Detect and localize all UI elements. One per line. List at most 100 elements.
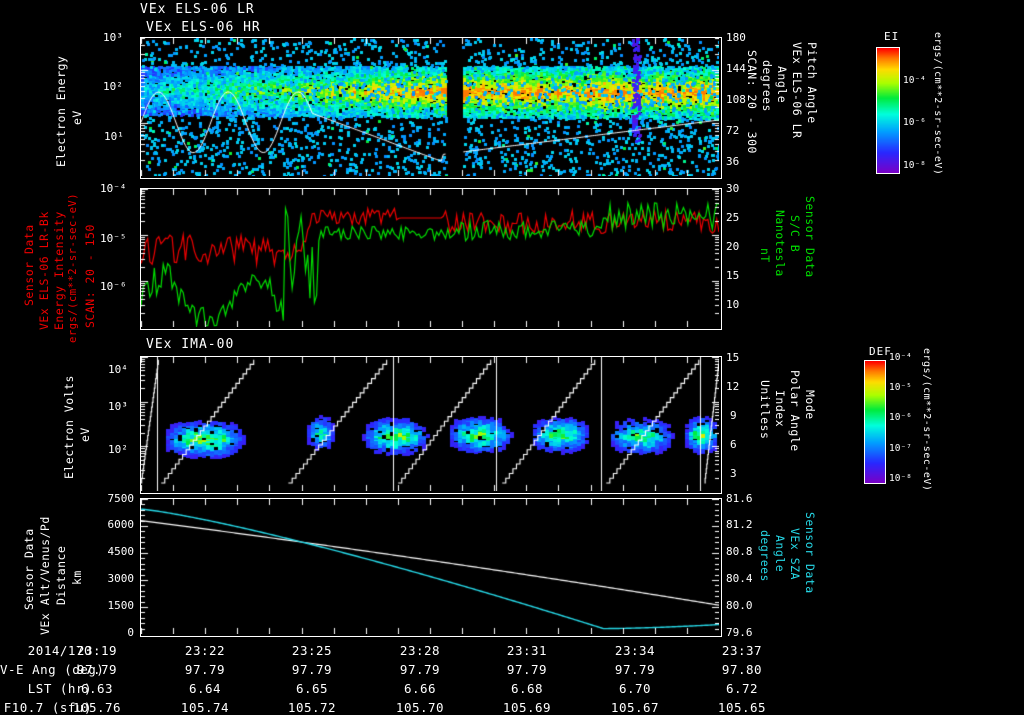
panel2-ytick-0: 10⁻⁴ — [100, 182, 127, 195]
panel3-left-axis-units: eV — [78, 427, 92, 442]
table-cell-r2-c3: 6.66 — [403, 681, 437, 696]
panel4-rtick-3: 80.4 — [726, 572, 753, 585]
table-row-label-0: 2014/170 — [27, 643, 92, 658]
table-cell-r0-c5: 23:34 — [614, 643, 656, 658]
panel1-rtick-3: 72 — [726, 124, 740, 137]
panel2-right-label-sensor-data: Sensor Data — [803, 196, 817, 278]
panel4-right-label-sensor-data: Sensor Data — [803, 512, 817, 594]
panel4-left-label-alt: VEx Alt/Venus/Pd — [38, 516, 52, 635]
panel2-left-label-instrument: VEx ELS-06 LR-Bk — [37, 211, 51, 330]
panel3-rtick-4: 3 — [730, 467, 737, 480]
panel2-rtick-1: 25 — [726, 211, 740, 224]
panel2-left-label-energy-intensity: Energy Intensity — [52, 211, 66, 330]
colorbar-def-tick-2: 10⁻⁶ — [889, 412, 912, 423]
panel4-rtick-0: 81.6 — [726, 492, 753, 505]
panel-altitude-sza[interactable] — [140, 498, 722, 637]
panel-electron-energy-spectrogram[interactable] — [140, 37, 722, 179]
panel3-title: VEx IMA-00 — [146, 337, 235, 352]
colorbar-ei-tick-2: 10⁻⁸ — [903, 160, 926, 171]
panel1-ytick-2: 10¹ — [104, 130, 124, 143]
panel4-ytick-5: 0 — [127, 626, 134, 639]
panel4-right-label-angle: Angle — [773, 535, 787, 573]
panel3-ytick-1: 10³ — [108, 400, 128, 413]
panel1-title-lr: VEx ELS-06 LR — [140, 2, 255, 17]
panel1-rtick-1: 144 — [726, 62, 746, 75]
panel2-right-label-sc-b: S/C B — [788, 215, 802, 253]
panel3-rtick-2: 9 — [730, 409, 737, 422]
panel4-rtick-1: 81.2 — [726, 518, 753, 531]
table-cell-r1-c5: 97.79 — [614, 662, 656, 677]
panel2-left-label-scan: SCAN: 20 - 150 — [83, 224, 97, 328]
colorbar-def-tick-0: 10⁻⁴ — [889, 352, 912, 363]
panel4-canvas — [141, 499, 719, 634]
panel1-rtick-2: 108 — [726, 93, 746, 106]
table-cell-r1-c0: 97.79 — [76, 662, 118, 677]
table-cell-r0-c3: 23:28 — [399, 643, 441, 658]
panel1-title-hr: VEx ELS-06 HR — [146, 20, 261, 35]
table-cell-r2-c2: 6.65 — [295, 681, 329, 696]
table-cell-r2-c6: 6.72 — [725, 681, 759, 696]
panel2-rtick-2: 20 — [726, 240, 740, 253]
colorbar-ei-tick-1: 10⁻⁶ — [903, 117, 926, 128]
table-cell-r0-c1: 23:22 — [184, 643, 226, 658]
panel4-left-label-sensor-data: Sensor Data — [22, 528, 36, 610]
panel4-ytick-4: 1500 — [107, 599, 135, 612]
table-cell-r0-c0: 23:19 — [76, 643, 118, 658]
colorbar-def-units: ergs/(cm**2-sr-sec-eV) — [921, 348, 932, 492]
panel3-rtick-0: 15 — [726, 351, 740, 364]
table-row-label-1: V-E Ang (deg) — [0, 662, 105, 677]
panel4-rtick-2: 80.8 — [726, 545, 753, 558]
panel2-left-label-units: ergs/(cm**2-sr-sec-eV) — [67, 192, 79, 343]
table-row-label-2: LST (hr) — [27, 681, 92, 696]
table-cell-r1-c1: 97.79 — [184, 662, 226, 677]
panel1-left-axis-units: eV — [70, 110, 84, 125]
panel3-right-label-unitless: Unitless — [758, 380, 772, 440]
panel4-left-label-distance: Distance — [54, 545, 68, 605]
panel4-ytick-0: 7500 — [107, 492, 135, 505]
panel3-rtick-3: 6 — [730, 438, 737, 451]
panel2-rtick-0: 30 — [726, 182, 740, 195]
panel2-rtick-4: 10 — [726, 298, 740, 311]
panel2-canvas — [141, 189, 719, 327]
panel1-rtick-4: 36 — [726, 155, 740, 168]
panel1-ytick-1: 10² — [103, 80, 123, 93]
panel1-right-label-sensor: VEx ELS-06 LR — [790, 42, 804, 139]
panel1-right-label-pitch-angle: Pitch Angle — [805, 42, 819, 124]
panel1-rtick-0: 180 — [726, 31, 746, 44]
panel3-canvas — [141, 357, 719, 491]
colorbar-def-tick-4: 10⁻⁸ — [889, 473, 912, 484]
panel4-ytick-3: 3000 — [107, 572, 135, 585]
panel4-rtick-5: 79.6 — [726, 626, 753, 639]
colorbar-def-title: DEF — [869, 345, 892, 358]
colorbar-def-tick-1: 10⁻⁵ — [889, 382, 912, 393]
panel2-ytick-1: 10⁻⁵ — [100, 232, 127, 245]
panel3-ytick-0: 10⁴ — [108, 363, 128, 376]
panel2-rtick-3: 15 — [726, 269, 740, 282]
panel4-ytick-2: 4500 — [107, 545, 135, 558]
panel3-right-label-mode: Mode — [803, 390, 817, 420]
table-cell-r2-c1: 6.64 — [188, 681, 222, 696]
panel3-left-axis-label: Electron Volts — [62, 375, 76, 479]
panel4-right-label-degrees: degrees — [758, 530, 772, 582]
colorbar-def-tick-3: 10⁻⁷ — [889, 443, 912, 454]
panel3-ytick-2: 10² — [108, 443, 128, 456]
panel4-ytick-1: 6000 — [107, 518, 135, 531]
colorbar-ei-tick-0: 10⁻⁴ — [903, 75, 926, 86]
table-cell-r0-c2: 23:25 — [291, 643, 333, 658]
panel1-right-label-angle: Angle — [775, 66, 789, 104]
table-cell-r1-c3: 97.79 — [399, 662, 441, 677]
colorbar-ei-units: ergs/(cm**2-sr-sec-eV) — [932, 32, 943, 176]
table-cell-r2-c5: 6.70 — [618, 681, 652, 696]
table-cell-r1-c4: 97.79 — [506, 662, 548, 677]
colorbar-ei — [876, 47, 900, 174]
panel1-canvas — [141, 38, 719, 176]
panel1-right-label-degrees: degrees — [760, 60, 774, 112]
panel3-right-label-polar-angle: Polar Angle — [788, 370, 802, 452]
panel1-left-axis-label: Electron Energy — [54, 55, 68, 167]
panel2-ytick-2: 10⁻⁶ — [100, 280, 127, 293]
panel-ima-spectrogram[interactable] — [140, 356, 722, 494]
panel1-right-label-scan: SCAN: 20 - 300 — [745, 50, 759, 154]
panel-energy-intensity-bfield[interactable] — [140, 188, 722, 330]
panel3-rtick-1: 12 — [726, 380, 740, 393]
table-cell-r1-c2: 97.79 — [291, 662, 333, 677]
